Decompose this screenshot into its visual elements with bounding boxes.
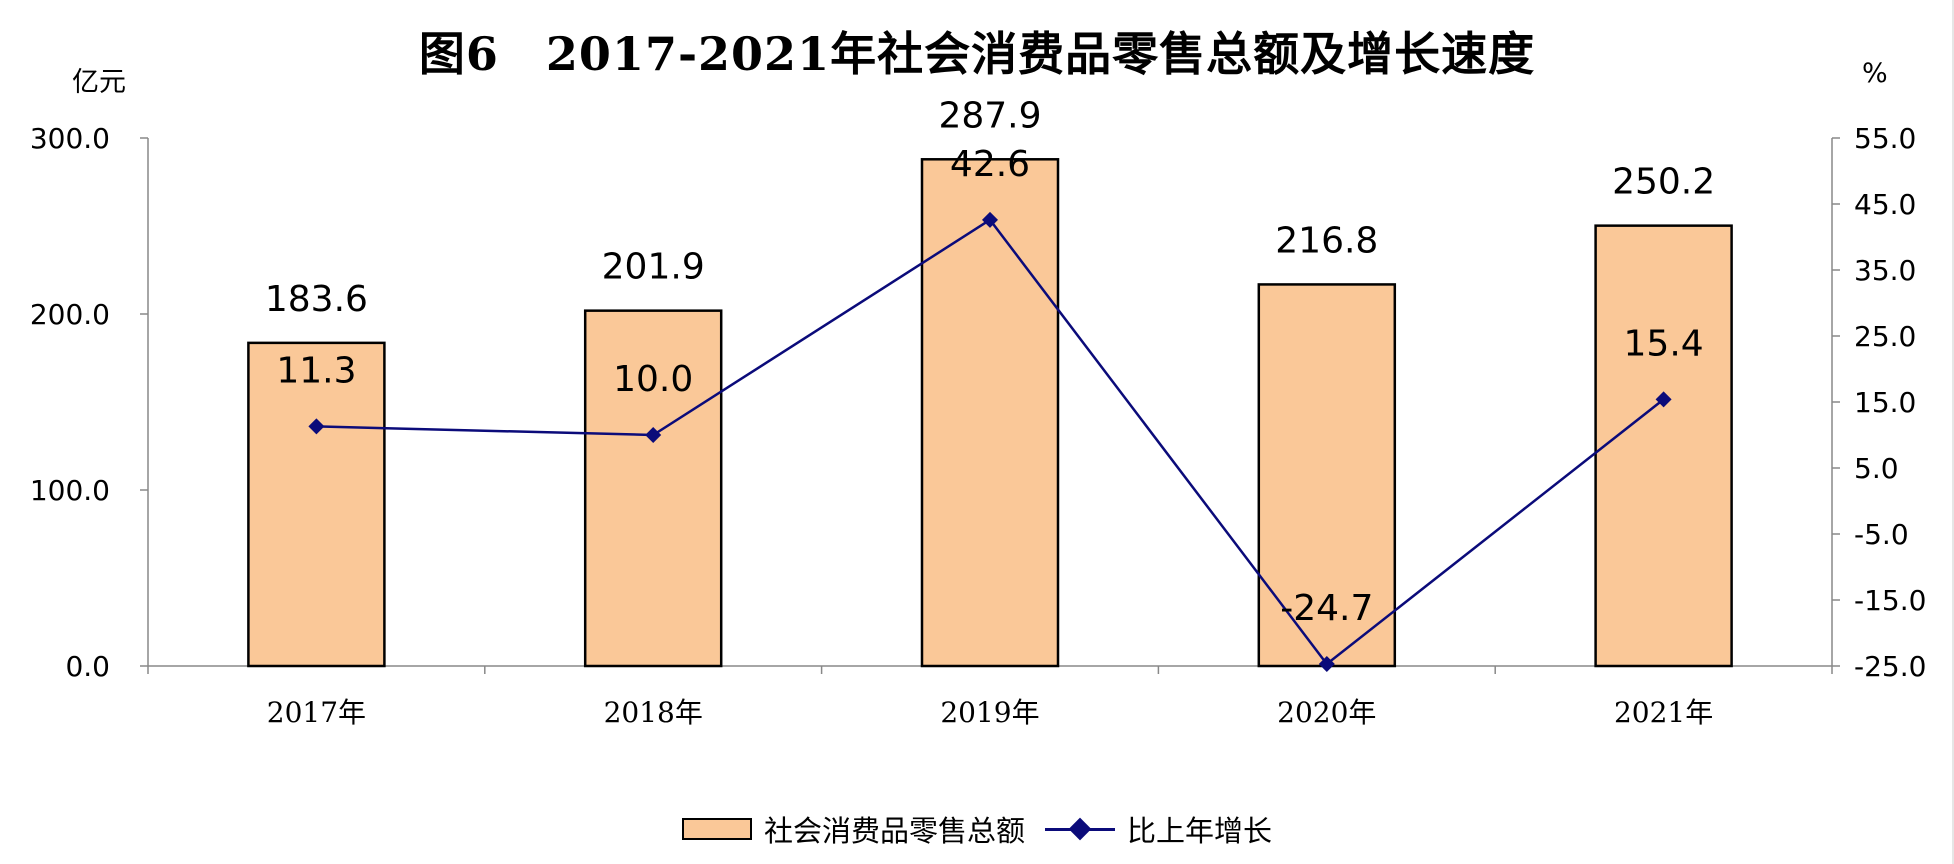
line-data-label: -24.7 xyxy=(1280,588,1373,629)
right-tick-label: 5.0 xyxy=(1854,452,1899,485)
bar-data-label: 183.6 xyxy=(265,279,368,320)
bar xyxy=(247,341,386,668)
right-tick-label: 45.0 xyxy=(1854,188,1916,221)
legend-item-bar: 社会消费品零售总额 xyxy=(681,808,1025,850)
left-tick-label: 100.0 xyxy=(30,474,110,507)
bar-data-label: 287.9 xyxy=(938,95,1041,136)
right-tick-label: -15.0 xyxy=(1854,584,1926,617)
line-data-label: 10.0 xyxy=(613,359,693,400)
line-data-label: 42.6 xyxy=(950,144,1030,185)
bar xyxy=(1594,224,1733,668)
left-tick-label: 300.0 xyxy=(30,122,110,155)
legend-line-label: 比上年增长 xyxy=(1127,814,1273,848)
right-axis-unit: % xyxy=(1862,58,1888,89)
bar-data-label: 216.8 xyxy=(1275,220,1378,261)
legend: 社会消费品零售总额 比上年增长 xyxy=(0,808,1954,850)
right-tick-label: 25.0 xyxy=(1854,320,1916,353)
x-tick-label: 2017年 xyxy=(267,696,366,729)
bar-data-label: 250.2 xyxy=(1612,162,1715,203)
x-tick-label: 2018年 xyxy=(604,696,703,729)
legend-line-swatch xyxy=(1045,817,1115,841)
left-axis-unit: 亿元 xyxy=(72,67,126,98)
x-tick-label: 2019年 xyxy=(940,696,1039,729)
legend-item-line: 比上年增长 xyxy=(1045,808,1272,850)
left-tick-label: 200.0 xyxy=(30,298,110,331)
right-tick-label: 15.0 xyxy=(1854,386,1916,419)
right-tick-label: -25.0 xyxy=(1854,650,1926,683)
growth-marker xyxy=(1655,391,1672,408)
growth-marker xyxy=(308,418,325,435)
chart-title: 图6 2017-2021年社会消费品零售总额及增长速度 xyxy=(418,27,1536,81)
legend-bar-swatch xyxy=(681,818,752,840)
legend-bar-label: 社会消费品零售总额 xyxy=(763,814,1025,848)
frame-edge xyxy=(1952,0,1954,864)
x-tick-label: 2021年 xyxy=(1614,696,1713,729)
bar xyxy=(920,158,1060,668)
bar xyxy=(583,309,723,668)
growth-marker xyxy=(1318,656,1335,673)
growth-marker xyxy=(982,211,998,228)
right-tick-label: 55.0 xyxy=(1854,122,1916,155)
x-tick-label: 2020年 xyxy=(1277,696,1376,729)
line-data-label: 15.4 xyxy=(1624,323,1704,364)
combo-chart: 0.0 100.0 200.0 300.0 -25.0 -15.0 -5.0 5.0 15.0 2… xyxy=(30,95,1927,729)
line-data-label: 11.3 xyxy=(276,350,356,391)
growth-marker xyxy=(645,427,662,443)
left-tick-label: 0.0 xyxy=(65,650,110,683)
right-tick-label: 35.0 xyxy=(1854,254,1916,287)
bar-data-label: 201.9 xyxy=(602,247,705,288)
right-tick-label: -5.0 xyxy=(1854,518,1909,551)
